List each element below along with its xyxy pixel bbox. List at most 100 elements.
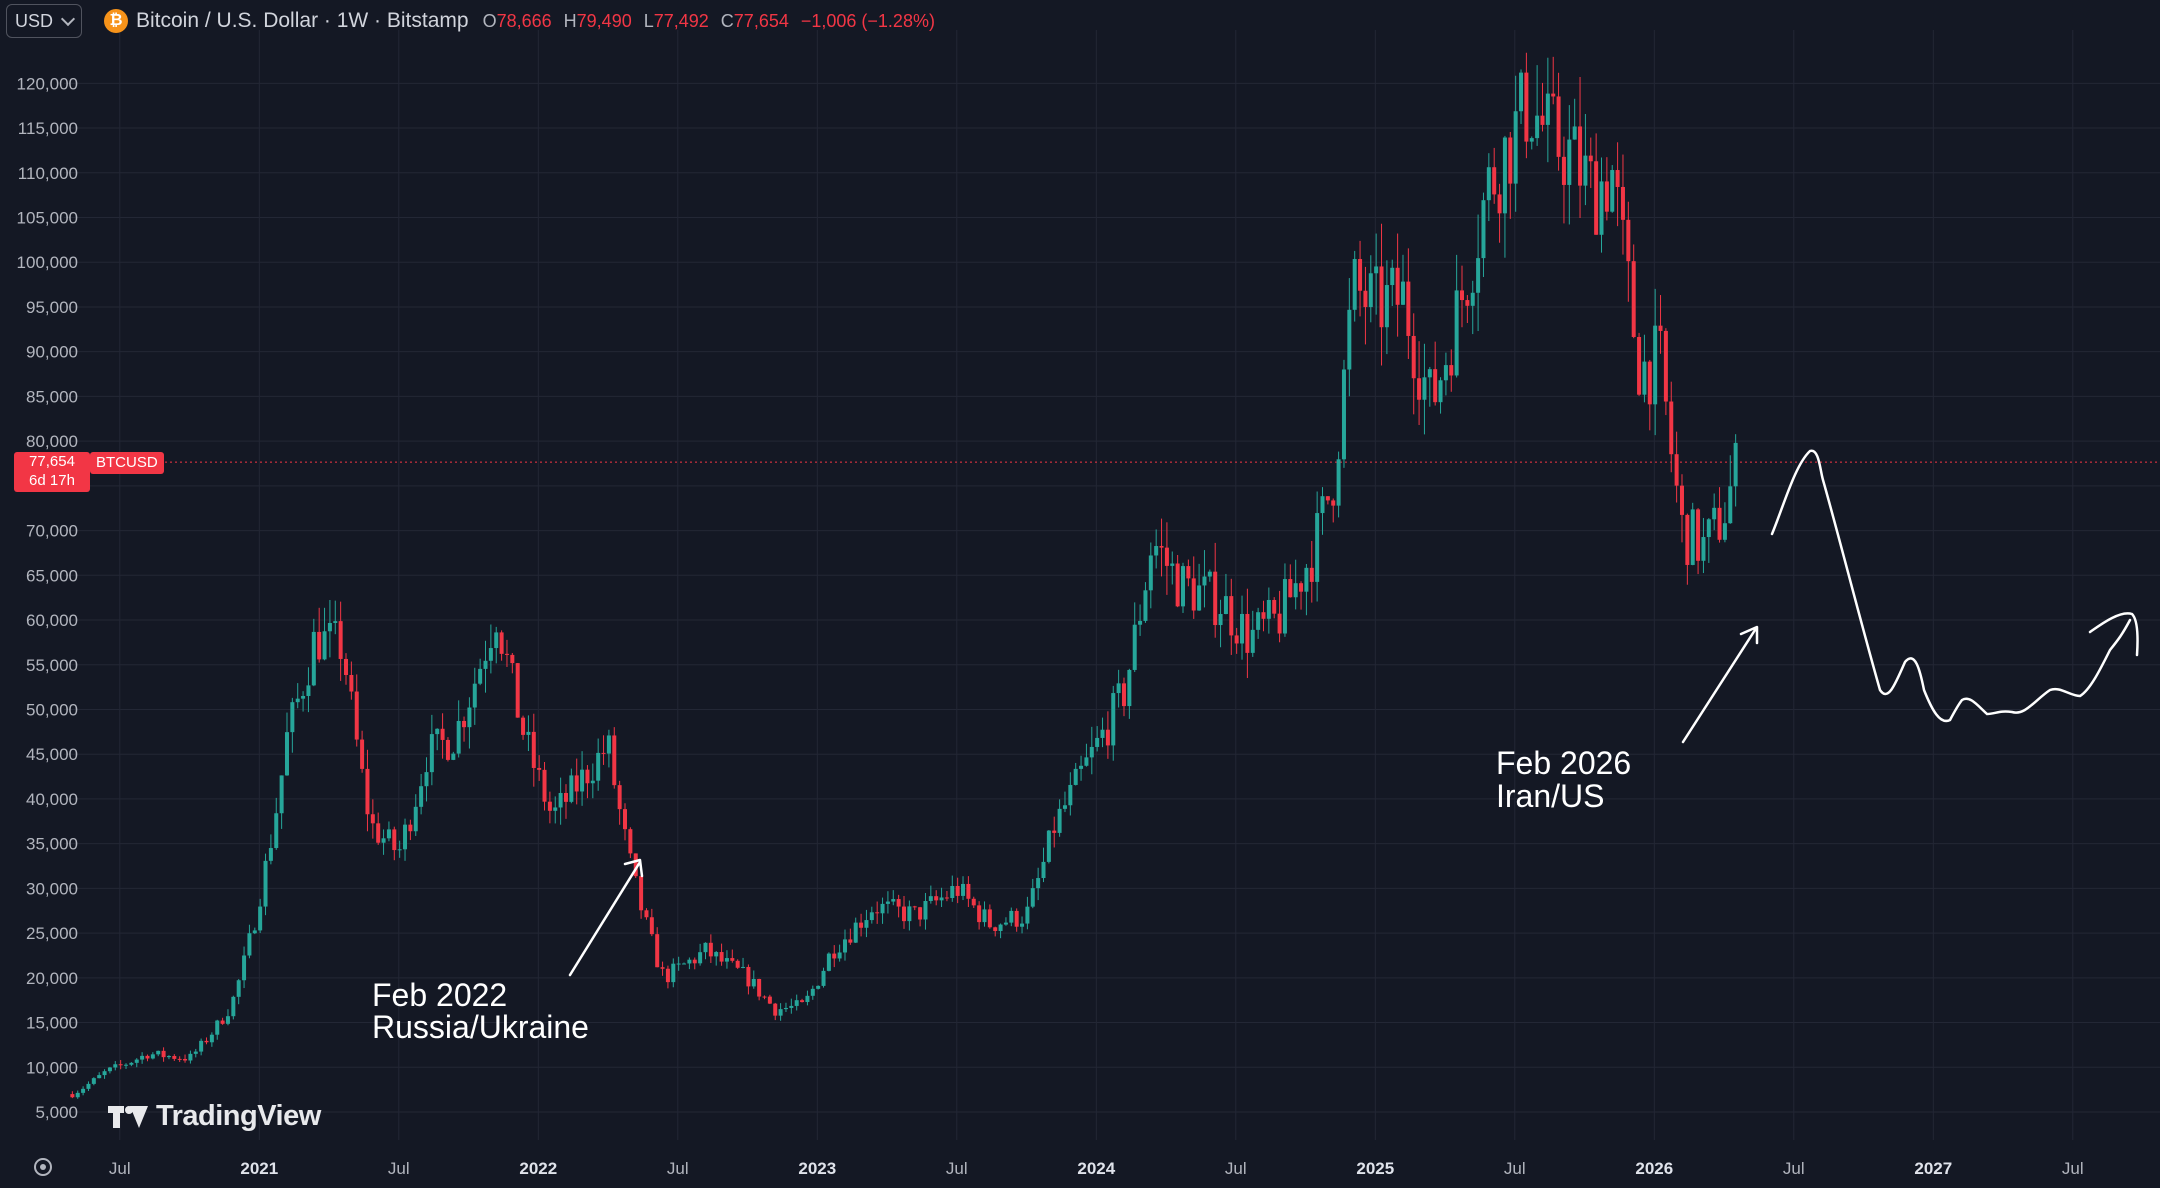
candle-body bbox=[1272, 599, 1277, 614]
candle-body bbox=[86, 1083, 91, 1089]
candle-body bbox=[837, 952, 842, 959]
candle-body bbox=[311, 631, 316, 686]
price-tick-label: 80,000 bbox=[26, 432, 78, 451]
candle-body bbox=[542, 769, 547, 802]
candle-body bbox=[1197, 585, 1202, 611]
candle-body bbox=[810, 988, 815, 996]
candle-body bbox=[1014, 910, 1019, 927]
candle-body bbox=[735, 960, 740, 968]
chevron-down-icon bbox=[60, 11, 76, 27]
candle-body bbox=[1637, 336, 1642, 395]
candle-body bbox=[1003, 922, 1008, 925]
price-tick-label: 20,000 bbox=[26, 969, 78, 988]
candle-body bbox=[628, 829, 633, 854]
candle-body bbox=[1191, 578, 1196, 611]
time-tick-label: 2021 bbox=[240, 1159, 278, 1178]
candle-body bbox=[971, 898, 976, 906]
candle-body bbox=[864, 920, 869, 928]
candle-body bbox=[912, 906, 917, 908]
candle-body bbox=[124, 1064, 129, 1066]
current-price-value: 77,654 bbox=[29, 453, 75, 470]
candle-body bbox=[1631, 261, 1636, 337]
candle-body bbox=[1341, 369, 1346, 460]
candle-body bbox=[800, 1000, 805, 1003]
candle-body bbox=[1556, 96, 1561, 157]
candle-body bbox=[1384, 285, 1389, 328]
candle-body bbox=[826, 953, 831, 971]
price-axis[interactable]: 5,000 10,000 15,000 20,000 25,000 30,000 35,00… bbox=[17, 74, 78, 1122]
candle-body bbox=[1519, 72, 1524, 112]
candle-body bbox=[1540, 115, 1545, 125]
candle-body bbox=[1712, 507, 1717, 520]
candle-body bbox=[1422, 377, 1427, 400]
candle-body bbox=[644, 910, 649, 918]
candle-body bbox=[1240, 613, 1245, 644]
candle-body bbox=[1164, 547, 1169, 566]
candle-body bbox=[880, 903, 885, 914]
candle-body bbox=[1202, 576, 1207, 586]
symbol-title[interactable]: Bitcoin / U.S. Dollar · 1W · Bitstamp bbox=[136, 9, 469, 32]
candle-body bbox=[1347, 309, 1352, 370]
candle-body bbox=[1277, 613, 1282, 634]
candle-body bbox=[1186, 566, 1191, 579]
candle-body bbox=[129, 1062, 134, 1065]
candle-body bbox=[252, 930, 257, 934]
candle-body bbox=[365, 768, 370, 815]
candle-body bbox=[1261, 612, 1266, 619]
candle-body bbox=[451, 753, 456, 760]
candle-body bbox=[783, 1007, 788, 1010]
time-tick-label: 2027 bbox=[1914, 1159, 1952, 1178]
price-tick-label: 105,000 bbox=[17, 209, 78, 228]
candle-body bbox=[231, 996, 236, 1017]
current-price-tag: 77,654 6d 17h bbox=[14, 452, 90, 492]
candle-body bbox=[1293, 583, 1298, 598]
candle-body bbox=[606, 735, 611, 754]
candle-body bbox=[1502, 137, 1507, 214]
settings-icon[interactable] bbox=[34, 1158, 52, 1176]
time-axis[interactable]: Jul 2021 Jul 2022 Jul 2023 Jul 2024 Jul 2025 Jul 20… bbox=[109, 1159, 2084, 1178]
price-tick-label: 25,000 bbox=[26, 924, 78, 943]
candle-body bbox=[1030, 888, 1035, 907]
candle-body bbox=[585, 769, 590, 784]
candle-body bbox=[1599, 181, 1604, 235]
candle-body bbox=[1245, 613, 1250, 653]
candle-body bbox=[467, 707, 472, 728]
candle-body bbox=[1095, 737, 1100, 747]
candle-body bbox=[896, 899, 901, 907]
candle-body bbox=[290, 702, 295, 733]
candle-body bbox=[1492, 167, 1497, 195]
candle-body bbox=[1309, 567, 1314, 582]
candle-body bbox=[1234, 635, 1239, 644]
candle-body bbox=[778, 1009, 783, 1016]
candle-body bbox=[714, 952, 719, 957]
candle-body bbox=[483, 660, 488, 669]
candle-body bbox=[1057, 808, 1062, 833]
candle-body bbox=[923, 900, 928, 920]
currency-select[interactable]: USD bbox=[6, 4, 82, 38]
candle-body bbox=[1009, 910, 1014, 923]
candle-body bbox=[370, 814, 375, 824]
candle-body bbox=[639, 876, 644, 911]
tradingview-logo[interactable]: TradingView bbox=[108, 1100, 321, 1133]
candle-body bbox=[333, 621, 338, 623]
annotation-2026-date: Feb 2026 bbox=[1496, 745, 1631, 781]
candle-body bbox=[1041, 861, 1046, 879]
chart-grid bbox=[64, 30, 2160, 1140]
time-tick-label: Jul bbox=[2062, 1159, 2084, 1178]
candle-body bbox=[993, 927, 998, 932]
candle-body bbox=[1400, 281, 1405, 305]
candle-body bbox=[295, 698, 300, 703]
candle-body bbox=[875, 912, 880, 914]
candle-body bbox=[1046, 830, 1051, 862]
candle-body bbox=[848, 939, 853, 943]
candle-body bbox=[1620, 186, 1625, 220]
candle-body bbox=[671, 963, 676, 983]
candle-body bbox=[1545, 93, 1550, 125]
candle-body bbox=[1497, 194, 1502, 214]
candle-body bbox=[349, 674, 354, 692]
candle-body bbox=[1728, 486, 1733, 524]
time-tick-label: Jul bbox=[109, 1159, 131, 1178]
candle-body bbox=[408, 824, 413, 832]
price-tick-label: 15,000 bbox=[26, 1014, 78, 1033]
